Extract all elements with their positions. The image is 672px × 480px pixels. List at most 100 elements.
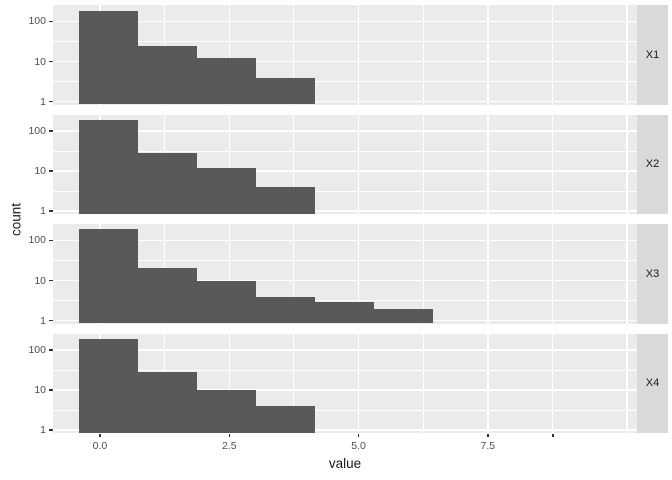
x-major-gridline — [626, 224, 628, 324]
y-major-gridline — [53, 130, 637, 132]
histogram-bar — [137, 267, 197, 324]
facet-strip-x3: X3 — [637, 224, 668, 324]
x-minor-gridline — [293, 5, 295, 105]
x-major-gridline — [357, 224, 360, 324]
y-minor-gridline — [53, 260, 637, 261]
y-tick-mark — [49, 349, 53, 351]
x-major-gridline — [228, 114, 230, 214]
y-major-gridline — [53, 20, 637, 23]
y-minor-gridline — [53, 409, 637, 411]
y-tick-label: 100 — [28, 15, 46, 28]
x-tick-mark-unlabeled — [552, 433, 554, 437]
facet-strip-label: X1 — [645, 48, 660, 61]
y-tick-label: 10 — [34, 384, 46, 397]
y-tick-mark — [49, 60, 53, 63]
histogram-bar — [196, 167, 257, 214]
y-minor-gridline — [53, 190, 637, 192]
histogram-bar — [78, 120, 138, 214]
y-major-gridline — [53, 279, 637, 282]
histogram-bar — [374, 308, 434, 324]
y-major-gridline — [53, 429, 637, 431]
histogram-bar — [137, 46, 197, 105]
histogram-bar — [78, 228, 138, 324]
facet-panel-x4 — [53, 333, 637, 433]
facet-strip-label: X3 — [645, 267, 660, 280]
x-minor-gridline — [293, 114, 295, 214]
y-major-gridline — [53, 210, 637, 212]
histogram-bar — [196, 58, 257, 105]
histogram-bar — [256, 77, 316, 105]
y-axis-title: count — [8, 202, 24, 237]
histogram-bar — [256, 187, 316, 214]
x-minor-gridline — [551, 114, 553, 214]
x-major-gridline — [357, 5, 360, 105]
x-major-gridline — [228, 333, 230, 433]
y-tick-mark — [49, 389, 53, 391]
y-tick-label: 1 — [40, 424, 46, 437]
y-major-gridline — [53, 100, 637, 103]
x-minor-gridline — [293, 333, 295, 433]
x-major-gridline — [487, 333, 489, 433]
x-major-gridline — [487, 224, 489, 324]
facet-panel-x1 — [53, 5, 637, 105]
facet-strip-x4: X4 — [637, 333, 668, 433]
y-major-gridline — [53, 349, 637, 351]
y-tick-label: 100 — [28, 234, 46, 247]
y-tick-label: 100 — [28, 124, 46, 137]
y-tick-mark — [49, 20, 53, 23]
y-tick-label: 1 — [40, 205, 46, 218]
x-major-gridline — [487, 5, 489, 105]
y-major-gridline — [53, 60, 637, 63]
y-tick-label: 100 — [28, 343, 46, 356]
x-tick-mark — [99, 433, 101, 437]
facet-strip-label: X2 — [645, 158, 660, 171]
x-tick-label: 7.5 — [480, 440, 496, 452]
y-tick-label: 10 — [34, 55, 46, 68]
y-tick-mark — [49, 130, 53, 132]
x-tick-label: 0.0 — [92, 440, 108, 452]
x-minor-gridline — [422, 114, 424, 214]
x-major-gridline — [626, 5, 628, 105]
y-tick-mark — [49, 100, 53, 103]
y-minor-gridline — [53, 369, 637, 371]
y-major-gridline — [53, 389, 637, 391]
y-major-gridline — [53, 239, 637, 242]
y-tick-mark — [49, 279, 53, 282]
facet-panel-x3 — [53, 224, 637, 324]
histogram-bar — [137, 372, 197, 433]
y-tick-mark — [49, 210, 53, 212]
x-axis-title: value — [328, 456, 362, 471]
y-tick-mark — [49, 170, 53, 172]
facet-strip-x2: X2 — [637, 114, 668, 214]
histogram-bar — [315, 301, 375, 324]
histogram-bar — [137, 152, 197, 214]
y-tick-label: 1 — [40, 314, 46, 327]
x-minor-gridline — [422, 224, 424, 324]
x-minor-gridline — [551, 224, 553, 324]
x-minor-gridline — [551, 5, 553, 105]
x-tick-label: 2.5 — [221, 440, 237, 452]
x-major-gridline — [228, 5, 230, 105]
histogram-bar — [256, 406, 316, 433]
x-major-gridline — [357, 114, 360, 214]
histogram-bar — [78, 10, 138, 105]
x-minor-gridline — [293, 224, 295, 324]
y-tick-label: 10 — [34, 165, 46, 178]
y-tick-mark — [49, 319, 53, 322]
histogram-bar — [78, 338, 138, 433]
histogram-bar — [196, 390, 257, 433]
y-major-gridline — [53, 170, 637, 172]
x-tick-mark — [487, 433, 489, 437]
x-major-gridline — [357, 333, 360, 433]
y-minor-gridline — [53, 150, 637, 152]
x-major-gridline — [228, 224, 230, 324]
y-minor-gridline — [53, 81, 637, 83]
y-tick-label: 10 — [34, 274, 46, 287]
x-major-gridline — [487, 114, 489, 214]
x-minor-gridline — [551, 333, 553, 433]
x-major-gridline — [626, 333, 628, 433]
y-minor-gridline — [53, 41, 637, 42]
histogram-bar — [196, 280, 257, 324]
facet-strip-x1: X1 — [637, 5, 668, 105]
